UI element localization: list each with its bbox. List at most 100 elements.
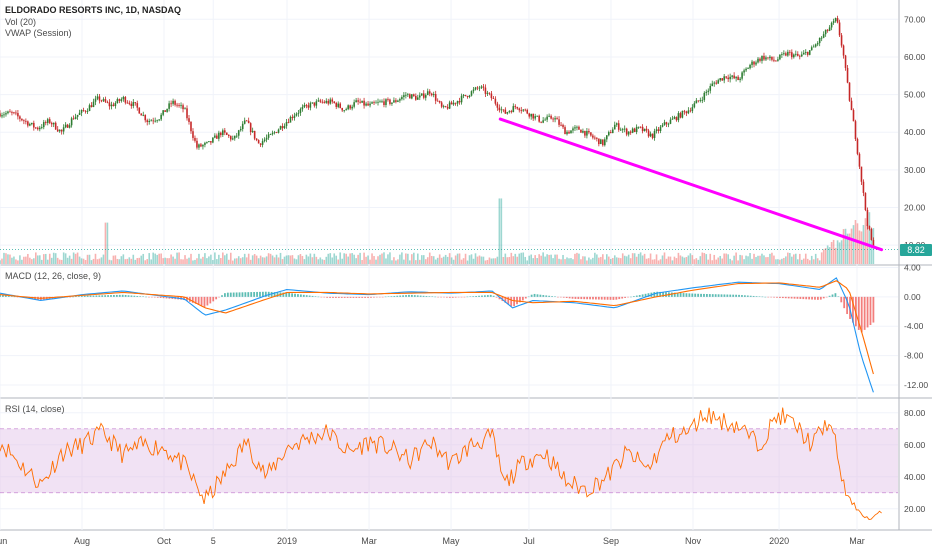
macd-histogram-bar — [352, 296, 355, 298]
volume-bar — [391, 260, 393, 264]
rsi-line — [0, 407, 882, 520]
candle-body — [586, 131, 588, 136]
candle-body — [293, 115, 296, 118]
candle-body — [120, 99, 123, 101]
candle-body — [860, 166, 863, 182]
candle-body — [745, 68, 747, 71]
volume-bar — [395, 260, 397, 264]
macd-histogram-bar — [215, 296, 218, 300]
volume-bar — [773, 255, 775, 264]
volume-bar — [717, 257, 720, 264]
volume-bar — [607, 256, 610, 264]
macd-histogram-bar — [656, 291, 659, 297]
trendline-layer[interactable] — [498, 117, 884, 252]
candle-body — [522, 109, 525, 111]
macd-histogram-bar — [507, 296, 510, 305]
volume-bar — [424, 259, 427, 264]
candle-body — [66, 124, 69, 128]
volume-bar — [341, 258, 343, 264]
candle-body — [329, 99, 332, 104]
volume-bar — [206, 258, 208, 264]
volume-bar — [820, 252, 823, 264]
macd-histogram-bar — [80, 295, 83, 297]
candle-body — [249, 123, 252, 133]
macd-histogram-bar — [244, 292, 247, 297]
macd-tick-label: 4.00 — [904, 262, 921, 272]
volume-bar — [534, 255, 536, 264]
macd-histogram-bar — [153, 296, 156, 298]
volume-bar — [781, 258, 783, 264]
x-tick-label: Jun — [0, 536, 7, 546]
candle-body — [600, 139, 602, 145]
macd-histogram-bar — [738, 294, 740, 297]
macd-histogram-bar — [346, 296, 349, 298]
macd-histogram-bar — [592, 296, 594, 300]
volume-bar — [804, 253, 807, 264]
volume-bar — [711, 260, 714, 264]
candle-body — [655, 129, 658, 132]
macd-histogram-bar — [297, 294, 299, 297]
candle-body — [719, 78, 722, 81]
macd-histogram-bar — [705, 294, 708, 297]
volume-bar — [584, 256, 586, 264]
macd-histogram-bar — [329, 296, 331, 298]
candle-body — [371, 102, 373, 104]
volume-bar — [309, 253, 312, 264]
volume-bar — [476, 256, 479, 264]
trendline[interactable] — [498, 117, 884, 252]
volume-bar — [709, 253, 712, 264]
volume-bar — [375, 259, 377, 264]
volume-bar — [218, 254, 220, 264]
volume-bar — [852, 225, 855, 264]
macd-histogram-bar — [405, 295, 407, 297]
candle-body — [90, 105, 93, 108]
volume-bar — [415, 260, 417, 264]
macd-histogram-bar — [387, 296, 390, 297]
volume-bar — [631, 253, 634, 264]
volume-bar — [11, 257, 13, 264]
macd-histogram-bar — [75, 296, 77, 297]
candle-body — [172, 100, 174, 104]
candle-body — [510, 111, 513, 113]
volume-bar — [168, 258, 170, 264]
macd-histogram-bar — [793, 296, 796, 299]
macd-histogram-bar — [773, 296, 775, 298]
volume-bar — [214, 252, 216, 264]
candle-body — [146, 120, 149, 123]
candle-body — [194, 137, 196, 141]
candle-body — [723, 76, 725, 81]
macd-histogram-bar — [139, 296, 142, 297]
macd-histogram-bar — [384, 296, 387, 298]
volume-bar — [749, 253, 751, 264]
macd-histogram-bar — [364, 296, 367, 298]
candle-body — [88, 105, 91, 112]
volume-bar — [592, 257, 594, 264]
candle-body — [617, 123, 620, 130]
macd-legend: MACD (12, 26, close, 9) — [5, 271, 102, 281]
volume-bar — [162, 258, 164, 264]
candle-body — [502, 109, 505, 111]
macd-histogram-bar — [86, 295, 89, 297]
volume-bar — [257, 258, 260, 264]
macd-histogram-bar — [691, 293, 694, 297]
volume-bar — [745, 255, 747, 264]
x-tick-label: Mar — [849, 536, 865, 546]
volume-bar — [291, 255, 294, 264]
macd-tick-label: 0.00 — [904, 292, 921, 302]
candle-body — [816, 43, 819, 45]
macd-histogram-bar — [548, 295, 551, 297]
macd-histogram-bar — [335, 296, 337, 298]
candle-body — [5, 113, 7, 115]
volume-bar — [627, 254, 630, 264]
macd-histogram-bar — [764, 296, 767, 298]
candle-body — [15, 112, 17, 114]
volume-bar — [40, 259, 43, 264]
macd-histogram-bar — [580, 296, 583, 300]
macd-histogram-bar — [533, 293, 536, 297]
candle-body — [156, 120, 158, 122]
macd-histogram-bar — [606, 296, 609, 300]
candle-body — [514, 106, 517, 108]
macd-histogram-bar — [638, 294, 641, 297]
